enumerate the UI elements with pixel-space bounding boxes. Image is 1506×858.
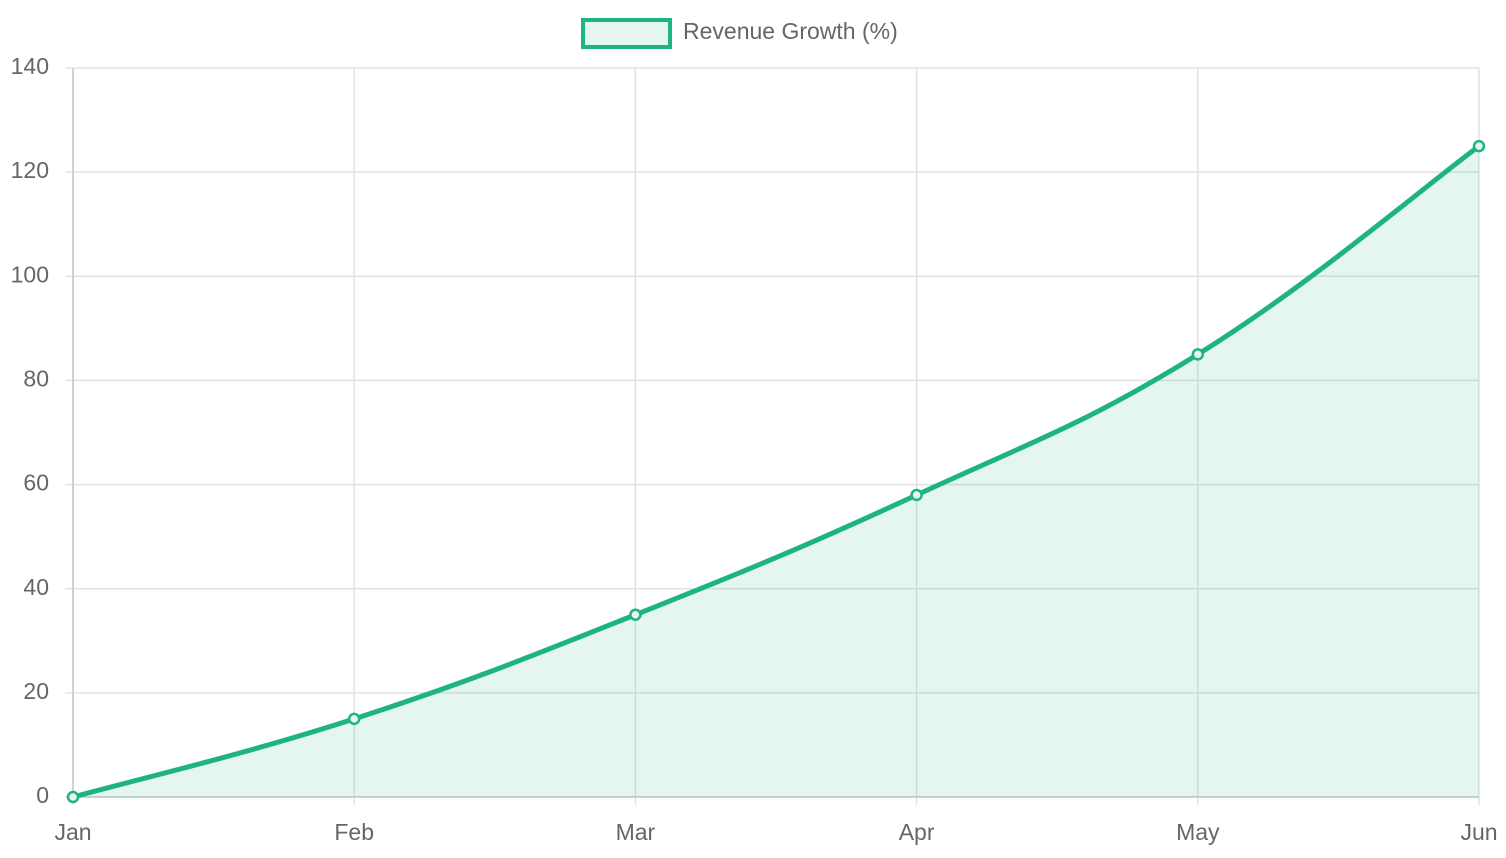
x-tick-label: Mar bbox=[616, 819, 656, 845]
point bbox=[629, 608, 642, 621]
x-tick-label: Apr bbox=[899, 819, 935, 845]
y-tick-label: 100 bbox=[11, 261, 49, 287]
y-tick-label: 40 bbox=[23, 574, 49, 600]
legend-swatch bbox=[581, 18, 672, 49]
y-tick-label: 20 bbox=[23, 678, 49, 704]
y-tick-label: 60 bbox=[23, 470, 49, 496]
x-tick-label: Jan bbox=[54, 819, 91, 845]
point bbox=[1472, 139, 1486, 153]
y-tick-label: 140 bbox=[11, 53, 49, 79]
x-tick-label: Feb bbox=[334, 819, 374, 845]
x-tick-label: Jun bbox=[1460, 819, 1497, 845]
y-tick-label: 120 bbox=[11, 157, 49, 183]
point bbox=[1191, 348, 1205, 361]
legend-label: Revenue Growth (%) bbox=[683, 18, 898, 44]
y-tick-label: 80 bbox=[23, 366, 49, 392]
area bbox=[73, 146, 1479, 797]
y-tick-label: 0 bbox=[36, 782, 49, 808]
point bbox=[347, 712, 361, 726]
point bbox=[910, 488, 923, 502]
line bbox=[72, 144, 1481, 800]
x-tick-label: May bbox=[1176, 819, 1220, 845]
point bbox=[66, 790, 80, 804]
